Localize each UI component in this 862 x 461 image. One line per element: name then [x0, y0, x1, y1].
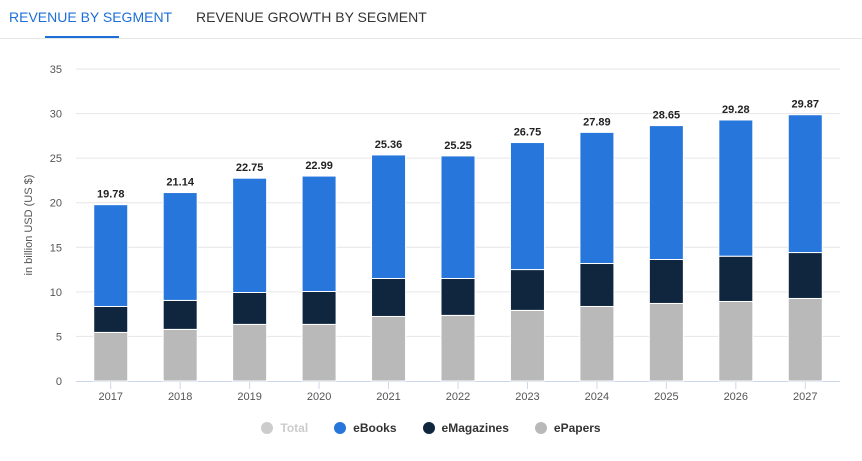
- y-tick-label: 25: [50, 153, 62, 165]
- legend-marker-icon: [422, 422, 435, 434]
- y-tick-label: 10: [50, 287, 62, 299]
- bar-emagazines-2017: [93, 305, 129, 333]
- legend: Total eBooks eMagazines ePapers: [0, 421, 862, 435]
- bar-epapers-2026: [718, 300, 754, 382]
- legend-item-total[interactable]: Total: [261, 421, 308, 435]
- legend-label: eBooks: [353, 421, 397, 435]
- bar-epapers-2023: [509, 309, 545, 382]
- x-tick-label: 2020: [307, 391, 331, 403]
- x-tick-label: 2022: [446, 391, 470, 403]
- total-data-label: 28.65: [653, 110, 681, 122]
- bar-emagazines-2024: [579, 263, 615, 307]
- bar-ebooks-2018: [162, 192, 198, 301]
- total-data-label: 21.14: [166, 177, 194, 189]
- total-data-label: 25.36: [375, 139, 403, 151]
- legend-marker-icon: [534, 422, 547, 434]
- y-tick-label: 35: [50, 64, 62, 76]
- y-tick-label: 30: [50, 109, 62, 121]
- bar-ebooks-2024: [579, 131, 615, 265]
- y-tick-label: 20: [50, 198, 62, 210]
- bar-epapers-2024: [579, 305, 615, 382]
- bar-emagazines-2020: [301, 291, 337, 325]
- legend-marker-icon: [334, 422, 347, 434]
- legend-label: Total: [280, 421, 309, 435]
- bar-emagazines-2021: [371, 277, 407, 317]
- x-tick-label: 2024: [585, 391, 609, 403]
- total-data-label: 29.28: [722, 104, 750, 116]
- x-tick-label: 2023: [515, 391, 539, 403]
- legend-label: ePapers: [553, 421, 601, 435]
- legend-item-emagazines[interactable]: eMagazines: [422, 421, 509, 435]
- bar-epapers-2021: [371, 315, 407, 382]
- tab-bar: REVENUE BY SEGMENT REVENUE GROWTH BY SEG…: [0, 0, 862, 39]
- legend-marker-icon: [261, 422, 274, 434]
- active-tab-indicator: [45, 36, 119, 38]
- bar-emagazines-2019: [232, 291, 268, 325]
- y-tick-label: 5: [56, 331, 62, 343]
- x-tick-label: 2017: [98, 391, 122, 403]
- bar-ebooks-2026: [718, 119, 754, 257]
- bar-emagazines-2026: [718, 255, 754, 302]
- tab-revenue-by-segment[interactable]: REVENUE BY SEGMENT: [9, 9, 173, 25]
- x-tick-label: 2026: [724, 391, 748, 403]
- bar-emagazines-2027: [787, 252, 823, 299]
- bar-emagazines-2018: [162, 299, 198, 330]
- y-axis-label: in billion USD (US $): [23, 175, 35, 276]
- total-data-label: 25.25: [444, 140, 472, 152]
- bar-ebooks-2022: [440, 155, 476, 279]
- bar-epapers-2025: [648, 302, 684, 382]
- y-tick-label: 0: [56, 376, 62, 388]
- total-data-label: 27.89: [583, 116, 611, 128]
- bar-emagazines-2022: [440, 277, 476, 316]
- bar-emagazines-2025: [648, 258, 684, 304]
- bar-ebooks-2021: [371, 154, 407, 279]
- x-tick-label: 2019: [237, 391, 261, 403]
- bar-ebooks-2020: [301, 175, 337, 293]
- bar-epapers-2027: [787, 297, 823, 382]
- total-data-label: 22.75: [236, 162, 264, 174]
- bar-epapers-2018: [162, 328, 198, 382]
- bar-emagazines-2023: [509, 269, 545, 311]
- bar-ebooks-2023: [509, 142, 545, 271]
- bar-epapers-2020: [301, 323, 337, 382]
- tab-revenue-growth-by-segment[interactable]: REVENUE GROWTH BY SEGMENT: [196, 9, 427, 25]
- total-data-label: 26.75: [514, 127, 542, 139]
- x-tick-label: 2018: [168, 391, 192, 403]
- bar-ebooks-2025: [648, 125, 684, 260]
- total-data-label: 29.87: [792, 99, 820, 111]
- bar-epapers-2017: [93, 331, 129, 382]
- x-tick-label: 2027: [793, 391, 817, 403]
- x-tick-label: 2025: [654, 391, 678, 403]
- bar-epapers-2022: [440, 314, 476, 382]
- y-tick-label: 15: [50, 242, 62, 254]
- bar-ebooks-2027: [787, 114, 823, 254]
- bar-ebooks-2017: [93, 204, 129, 307]
- legend-label: eMagazines: [441, 421, 509, 435]
- bar-epapers-2019: [232, 323, 268, 382]
- total-data-label: 22.99: [305, 160, 333, 172]
- legend-item-epapers[interactable]: ePapers: [534, 421, 601, 435]
- total-data-label: 19.78: [97, 189, 125, 201]
- legend-item-ebooks[interactable]: eBooks: [334, 421, 397, 435]
- x-tick-label: 2021: [376, 391, 400, 403]
- bar-ebooks-2019: [232, 177, 268, 293]
